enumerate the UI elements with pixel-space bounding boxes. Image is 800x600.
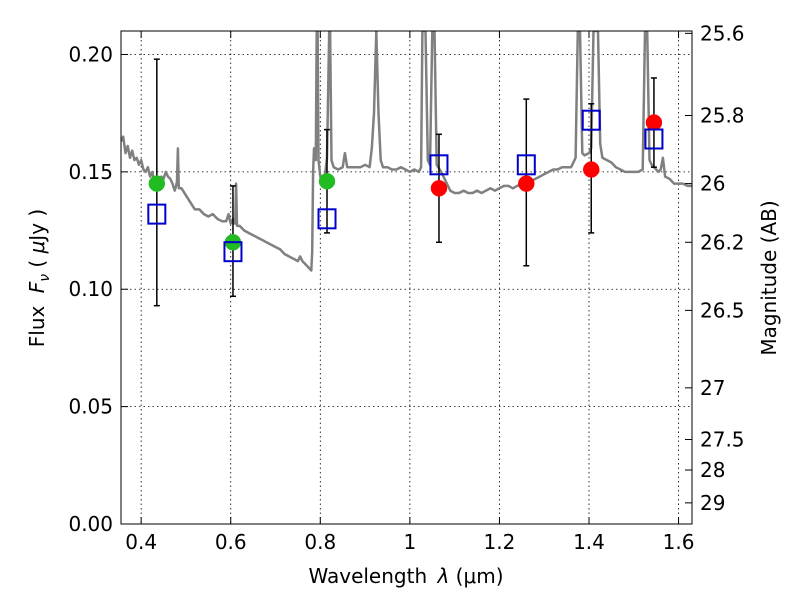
- x-tick-label: 0.8: [304, 530, 336, 554]
- x-tick-label: 1.2: [484, 530, 516, 554]
- model-photometry-point: [147, 203, 167, 225]
- y-tick-label: 0.15: [68, 160, 113, 184]
- observed-point: [645, 114, 663, 131]
- model-sed-line: [121, 31, 692, 272]
- model-photometry-point: [644, 128, 664, 150]
- x-tick-label: 0.4: [125, 530, 157, 554]
- model-sed-layer: [121, 31, 692, 272]
- y-tick-label: 0.20: [68, 42, 113, 66]
- y-tick-label: 0.00: [68, 512, 113, 536]
- x-tick-label: 1.6: [663, 530, 695, 554]
- model-photometry-point: [581, 109, 601, 131]
- y2-tick-label: 26.2: [700, 230, 745, 254]
- model-photometry-point: [317, 208, 337, 230]
- y2-tick-label: 25.6: [700, 21, 745, 45]
- y2-tick-label: 27: [700, 376, 725, 400]
- observed-point: [582, 161, 600, 178]
- model-photometry-point: [223, 241, 243, 263]
- model-photometry-point: [429, 154, 449, 176]
- y2-tick-label: 25.8: [700, 104, 745, 128]
- y2-tick-label: 28: [700, 458, 725, 482]
- y-tick-label: 0.05: [68, 395, 113, 419]
- observed-point: [518, 175, 535, 192]
- observed-point: [318, 172, 336, 190]
- plot-frame: [120, 30, 693, 525]
- y2-axis-label: Magnitude (AB): [757, 200, 781, 355]
- y-tick-label: 0.10: [68, 277, 113, 301]
- x-tick-label: 1.4: [573, 530, 605, 554]
- x-axis-label: Wavelength λ (μm): [308, 564, 503, 588]
- y2-tick-label: 29: [700, 491, 725, 515]
- model-photometry-points: [147, 109, 664, 263]
- y2-tick-label: 27.5: [700, 427, 745, 451]
- y2-tick-label: 26: [700, 172, 725, 196]
- axis-ticks: 0.4 0.6 0.8 1 1.2 1.4 1.6 0.00 0.05 0.10 0.15 0.20 2…: [68, 21, 744, 554]
- grid: [121, 31, 692, 525]
- y-axis-label: Flux Fν ( μJy ): [25, 209, 53, 347]
- observed-point: [430, 180, 448, 197]
- x-tick-label: 0.6: [215, 530, 247, 554]
- observed-points: [148, 114, 663, 251]
- x-tick-label: 1: [403, 530, 416, 554]
- observed-point: [148, 175, 166, 192]
- model-photometry-point: [516, 154, 536, 176]
- y2-tick-label: 26.5: [700, 298, 745, 322]
